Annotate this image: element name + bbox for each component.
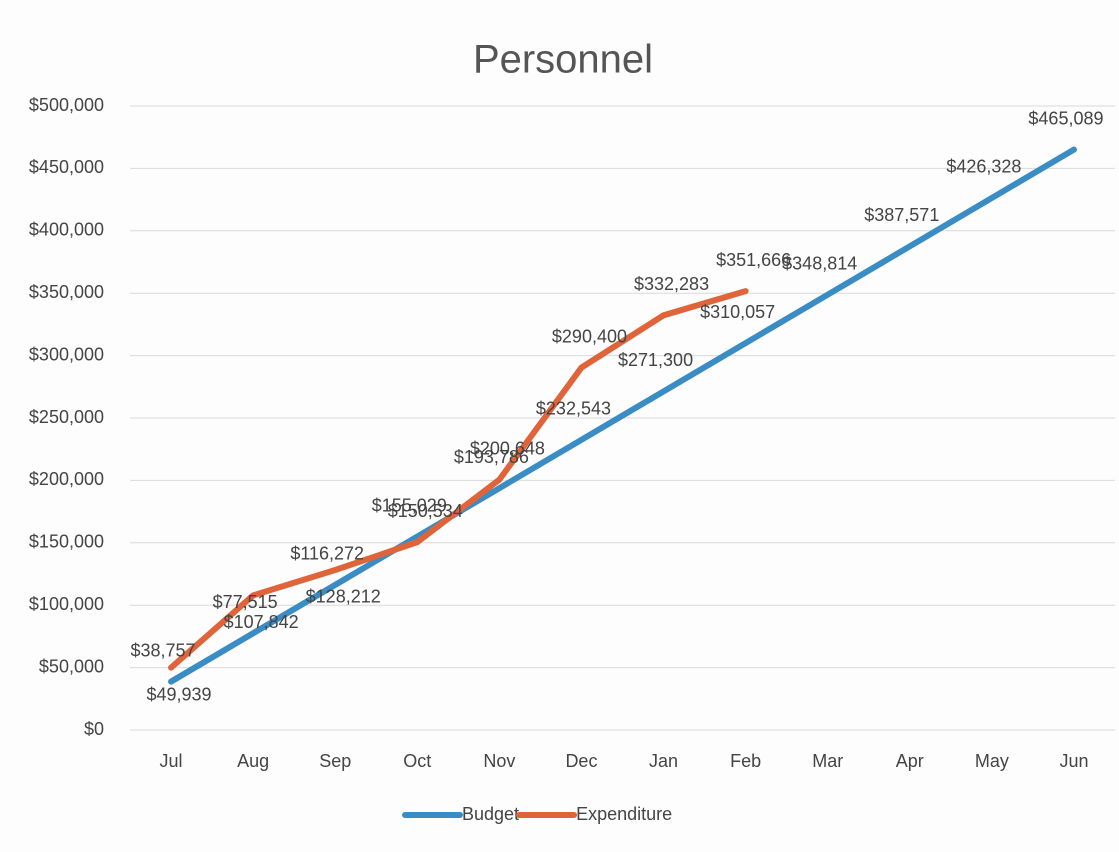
x-tick-label: May	[975, 751, 1009, 771]
x-tick-label: Oct	[403, 751, 431, 771]
data-label: $116,272	[290, 544, 364, 564]
x-tick-label: Jun	[1059, 751, 1088, 771]
x-tick-label: Aug	[237, 751, 269, 771]
legend-label: Expenditure	[576, 804, 672, 824]
data-label: $310,057	[700, 302, 775, 322]
data-label: $348,814	[782, 253, 857, 273]
series-line	[168, 288, 749, 671]
y-tick-label: $500,000	[29, 95, 104, 115]
x-tick-label: Jul	[160, 751, 183, 771]
y-tick-label: $100,000	[29, 594, 104, 614]
data-label: $49,939	[147, 684, 212, 704]
data-label: $128,212	[306, 587, 381, 607]
x-tick-label: Mar	[812, 751, 843, 771]
data-label: $271,300	[618, 350, 693, 370]
y-tick-label: $50,000	[39, 656, 104, 676]
y-tick-label: $400,000	[29, 220, 104, 240]
x-tick-label: Feb	[730, 751, 761, 771]
data-label: $193,786	[454, 447, 529, 467]
x-tick-label: Sep	[319, 751, 351, 771]
y-tick-label: $300,000	[29, 344, 104, 364]
data-label: $465,089	[1028, 108, 1103, 128]
y-tick-label: $250,000	[29, 407, 104, 427]
x-tick-label: Apr	[896, 751, 924, 771]
x-tick-label: Jan	[649, 751, 678, 771]
chart-title: Personnel	[473, 38, 653, 82]
data-label: $232,543	[536, 399, 611, 419]
data-label: $387,571	[864, 205, 939, 225]
legend-label: Budget	[462, 804, 519, 824]
data-label: $155,029	[372, 495, 447, 515]
data-label: $332,283	[634, 274, 709, 294]
data-label: $150,534	[388, 501, 463, 521]
series-line	[168, 146, 1077, 685]
y-tick-label: $450,000	[29, 157, 104, 177]
x-tick-label: Dec	[565, 751, 597, 771]
x-tick-label: Nov	[483, 751, 515, 771]
y-tick-label: $0	[84, 719, 104, 739]
data-label: $77,515	[213, 592, 278, 612]
data-label: $38,757	[131, 640, 196, 660]
y-tick-label: $350,000	[29, 282, 104, 302]
data-label: $290,400	[552, 326, 627, 346]
y-tick-label: $200,000	[29, 469, 104, 489]
data-label: $107,842	[224, 612, 299, 632]
y-tick-label: $150,000	[29, 532, 104, 552]
data-label: $200,648	[470, 438, 545, 458]
data-label: $351,666	[716, 250, 791, 270]
data-label: $426,328	[946, 157, 1021, 177]
